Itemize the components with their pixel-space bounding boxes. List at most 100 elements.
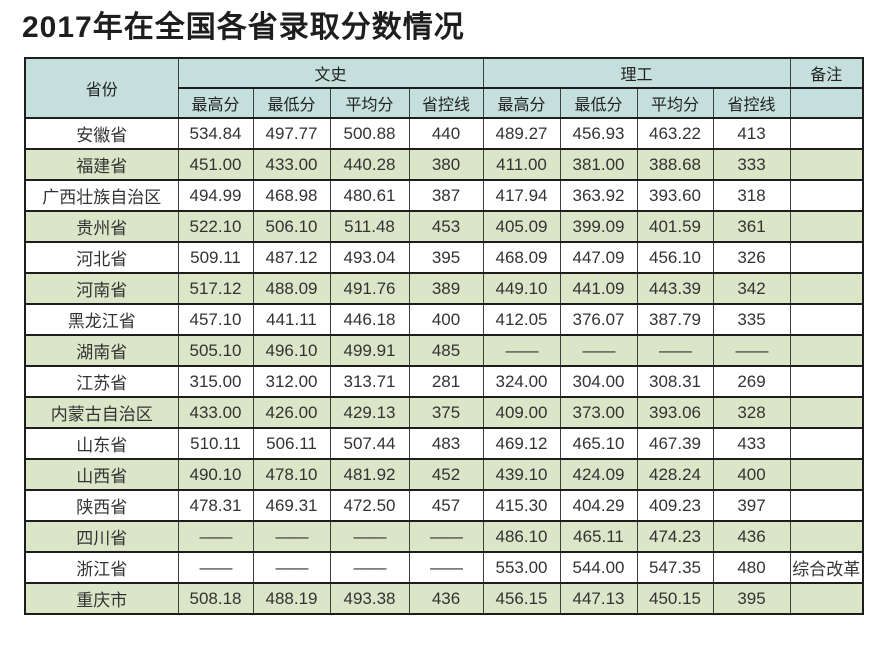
score-cell: 399.09 xyxy=(559,210,638,243)
score-cell: 426.00 xyxy=(252,396,331,429)
score-cell: —— xyxy=(636,334,714,367)
score-cell: 393.60 xyxy=(636,179,714,212)
score-cell: 417.94 xyxy=(482,179,561,212)
score-cell: 507.44 xyxy=(329,427,410,460)
remark-cell xyxy=(789,210,864,243)
header-wenshi-cutoff: 省控线 xyxy=(408,87,484,119)
score-cell: 413 xyxy=(712,117,791,150)
table-row: 山东省 510.11 506.11 507.44 483 469.12 465.10 467.… xyxy=(24,427,864,460)
remark-cell xyxy=(789,272,864,305)
score-cell: 506.11 xyxy=(252,427,331,460)
score-cell: 493.04 xyxy=(329,241,410,274)
score-cell: 443.39 xyxy=(636,272,714,305)
score-cell: 496.10 xyxy=(252,334,331,367)
score-cell: 400 xyxy=(408,303,484,336)
score-cell: 405.09 xyxy=(482,210,561,243)
score-cell: 478.10 xyxy=(252,458,331,491)
score-cell: 315.00 xyxy=(177,365,254,398)
score-cell: 553.00 xyxy=(482,551,561,584)
score-cell: 493.38 xyxy=(329,582,410,615)
table-row: 重庆市 508.18 488.19 493.38 436 456.15 447.13 450.… xyxy=(24,582,864,615)
score-cell: 483 xyxy=(408,427,484,460)
score-cell: 457 xyxy=(408,489,484,522)
table-row: 内蒙古自治区 433.00 426.00 429.13 375 409.00 373.00 3… xyxy=(24,396,864,429)
score-cell: 474.23 xyxy=(636,520,714,553)
score-cell: —— xyxy=(252,520,331,553)
score-cell: —— xyxy=(482,334,561,367)
remark-cell xyxy=(789,179,864,212)
score-cell: 363.92 xyxy=(559,179,638,212)
remark-cell xyxy=(789,303,864,336)
province-cell: 陕西省 xyxy=(24,489,179,522)
score-cell: 436 xyxy=(712,520,791,553)
score-cell: 508.18 xyxy=(177,582,254,615)
score-cell: 269 xyxy=(712,365,791,398)
province-cell: 安徽省 xyxy=(24,117,179,150)
score-cell: 440 xyxy=(408,117,484,150)
page-title: 2017年在全国各省录取分数情况 xyxy=(22,11,465,44)
score-cell: 333 xyxy=(712,148,791,181)
score-cell: 313.71 xyxy=(329,365,410,398)
score-cell: —— xyxy=(329,520,410,553)
score-cell: 447.09 xyxy=(559,241,638,274)
score-cell: 463.22 xyxy=(636,117,714,150)
score-cell: 480.61 xyxy=(329,179,410,212)
score-cell: 544.00 xyxy=(559,551,638,584)
score-cell: 472.50 xyxy=(329,489,410,522)
score-cell: 436 xyxy=(408,582,484,615)
score-cell: —— xyxy=(712,334,791,367)
header-ligong-avg: 平均分 xyxy=(636,87,714,119)
score-cell: 433 xyxy=(712,427,791,460)
score-cell: 485 xyxy=(408,334,484,367)
table-body: 安徽省 534.84 497.77 500.88 440 489.27 456.93 463.… xyxy=(24,117,864,615)
header-remark: 备注 xyxy=(789,57,864,89)
score-cell: 328 xyxy=(712,396,791,429)
score-cell: 478.31 xyxy=(177,489,254,522)
score-cell: 456.15 xyxy=(482,582,561,615)
score-cell: 318 xyxy=(712,179,791,212)
score-cell: 401.59 xyxy=(636,210,714,243)
table-row: 山西省 490.10 478.10 481.92 452 439.10 424.09 428.… xyxy=(24,458,864,491)
remark-cell xyxy=(789,489,864,522)
score-cell: 304.00 xyxy=(559,365,638,398)
province-cell: 贵州省 xyxy=(24,210,179,243)
score-cell: 308.31 xyxy=(636,365,714,398)
score-cell: 375 xyxy=(408,396,484,429)
table-row: 河北省 509.11 487.12 493.04 395 468.09 447.09 456.… xyxy=(24,241,864,274)
header-wenshi-avg: 平均分 xyxy=(329,87,410,119)
score-cell: 510.11 xyxy=(177,427,254,460)
header-row-subs: 最高分 最低分 平均分 省控线 最高分 最低分 平均分 省控线 xyxy=(25,87,864,119)
score-cell: 457.10 xyxy=(177,303,254,336)
remark-cell xyxy=(789,241,864,274)
province-cell: 山西省 xyxy=(24,458,179,491)
score-cell: 488.09 xyxy=(252,272,331,305)
table-row: 江苏省 315.00 312.00 313.71 281 324.00 304.00 308.… xyxy=(24,365,864,398)
table-row: 安徽省 534.84 497.77 500.88 440 489.27 456.93 463.… xyxy=(24,117,864,150)
score-cell: 400 xyxy=(712,458,791,491)
score-cell: 469.31 xyxy=(252,489,331,522)
score-cell: 409.00 xyxy=(482,396,561,429)
score-cell: 497.77 xyxy=(252,117,331,150)
score-cell: 412.05 xyxy=(482,303,561,336)
table-row: 四川省 —— —— —— —— 486.10 465.11 474.23 436 xyxy=(24,520,864,553)
remark-cell xyxy=(789,117,864,150)
score-cell: 491.76 xyxy=(329,272,410,305)
score-cell: 452 xyxy=(408,458,484,491)
score-cell: 446.18 xyxy=(329,303,410,336)
province-cell: 河南省 xyxy=(24,272,179,305)
score-cell: 361 xyxy=(712,210,791,243)
table-row: 河南省 517.12 488.09 491.76 389 449.10 441.09 443.… xyxy=(24,272,864,305)
province-cell: 江苏省 xyxy=(24,365,179,398)
score-cell: 441.09 xyxy=(559,272,638,305)
score-cell: 506.10 xyxy=(252,210,331,243)
score-cell: 424.09 xyxy=(559,458,638,491)
table-row: 贵州省 522.10 506.10 511.48 453 405.09 399.09 401.… xyxy=(24,210,864,243)
score-cell: 489.27 xyxy=(482,117,561,150)
header-ligong-max: 最高分 xyxy=(482,87,561,119)
score-cell: 487.12 xyxy=(252,241,331,274)
score-cell: —— xyxy=(177,551,254,584)
remark-cell xyxy=(789,520,864,553)
table-header: 省份 文史 理工 备注 最高分 最低分 平均分 省控线 最高分 最低分 平均分 … xyxy=(24,57,864,119)
score-cell: 376.07 xyxy=(559,303,638,336)
